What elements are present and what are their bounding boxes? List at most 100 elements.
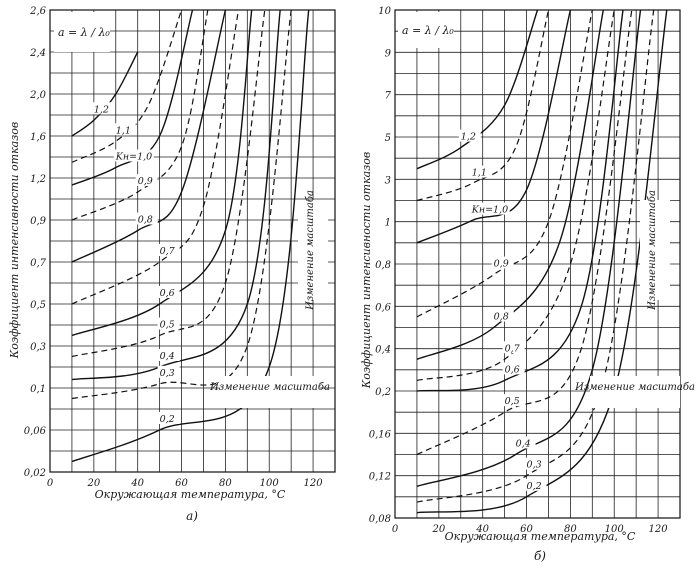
panel-a-series-label-bg	[157, 365, 180, 378]
panel-b-y-tick-label: 7	[385, 91, 392, 102]
panel-a-y-tick-label: 2,0	[29, 90, 47, 101]
panel-a-annotation-bg	[220, 376, 320, 408]
panel-b-y-tick-label: 0,2	[375, 387, 391, 398]
panel-a-series-line	[71, 9, 209, 221]
panel-a-series-line	[71, 9, 266, 358]
panel-b-y-tick-label: 1	[385, 218, 391, 229]
panel-b-series-label-bg	[513, 436, 536, 449]
panel-a-curve-labels: 1,2 1,1 Kн=1,0 0,9 0,8 0,7 0,6 0,5 0,4 0,3 0,2	[91, 102, 180, 425]
panel-a-y-axis-label: Коэффициент интенсивности отказов	[8, 122, 21, 359]
panel-a: 0,02 0,06 0,1 0,3 0,5 0,7 0,9 1,2 1,6 2,0 2,4 2,6 0…	[8, 6, 336, 523]
panel-b-formula: a = λ / λ₀	[402, 24, 454, 37]
panel-b-annotation-vertical: Изменение масштаба	[647, 190, 658, 311]
panel-a-series-line	[71, 9, 227, 263]
panel-b-series-label: 0,5	[505, 396, 520, 407]
panel-a-series-label-bg	[113, 123, 136, 136]
panel-b-series-label-bg	[502, 362, 525, 375]
panel-b-x-tick-label: 80	[564, 524, 577, 535]
panel-b-series-label-bg	[469, 165, 492, 178]
panel-b-annotation-vertical-bg	[640, 200, 670, 300]
panel-b-series-label-bg	[502, 394, 525, 407]
panel-b-series-label: 0,4	[516, 439, 531, 450]
panel-b-series-label-bg	[458, 129, 481, 142]
panel-a-series-label-bg	[135, 212, 158, 225]
panel-b-series-label-bg	[491, 256, 514, 269]
panel-b-series-label: 0,8	[494, 312, 509, 323]
panel-b-y-tick-label: 5	[385, 133, 391, 144]
panel-a-series-label-bg	[157, 286, 180, 298]
panel-b-series-label-bg	[524, 457, 547, 470]
panel-b-annotation-bg	[590, 376, 680, 408]
panel-a-y-tick-label: 0,7	[30, 258, 47, 269]
panel-a-y-ticks: 0,02 0,06 0,1 0,3 0,5 0,7 0,9 1,2 1,6 2,0 2,4 2,6	[24, 6, 47, 479]
panel-b-curve-labels: 1,2 1,1 Kн=1,0 0,9 0,8 0,7 0,6 0,5 0,4 0,3 0,2	[458, 129, 547, 492]
panel-a-series-label-bg	[113, 149, 154, 162]
panel-b-curves	[416, 9, 668, 514]
panel-b-y-tick-label: 0,08	[369, 514, 391, 525]
panel-b-x-tick-label: 120	[649, 524, 669, 535]
panel-b-series-label: 1,1	[472, 168, 487, 179]
panel-a-series-label: Kн=1,0	[115, 152, 152, 163]
panel-b-series-label: 0,2	[527, 481, 542, 492]
panel-b-y-tick-label: 0,4	[375, 345, 391, 356]
panel-a-y-tick-label: 0,1	[30, 384, 46, 395]
panel-a-series-line	[71, 9, 183, 163]
panel-b-series-label: 0,7	[505, 343, 521, 354]
panel-b-y-tick-label: 0,6	[375, 302, 392, 313]
panel-a-x-axis-label: Окружающая температура, °C	[95, 488, 286, 501]
panel-a-series-line	[71, 9, 281, 381]
panel-b-series-line	[416, 9, 604, 360]
panel-a-y-tick-label: 0,06	[24, 426, 47, 437]
panel-b-series-label: 0,9	[494, 259, 509, 270]
panel-a-series-label: 0,7	[160, 246, 176, 257]
panel-a-annotation-vertical-bg	[298, 200, 328, 300]
panel-b-series-label: 0,3	[527, 460, 542, 471]
panel-b-formula-box	[398, 12, 454, 48]
panel-b-frame	[394, 9, 681, 519]
panel-b-y-tick-label: 0,8	[375, 260, 391, 271]
panel-b-series-line	[416, 9, 633, 456]
panel-a-series-label-bg	[91, 102, 114, 115]
panel-a-caption: а)	[186, 509, 198, 523]
panel-b-series-line	[416, 9, 615, 381]
panel-a-frame	[49, 9, 336, 473]
panel-b-series-line	[416, 9, 539, 170]
panel-b-series-label-bg	[491, 309, 514, 322]
panel-a-series-label-bg	[157, 412, 180, 424]
panel-b-series-label-bg	[502, 341, 525, 354]
panel-b-series-label-bg	[524, 478, 547, 491]
panel-a-y-tick-label: 0,3	[30, 342, 46, 353]
panel-a-series-label: 1,2	[94, 104, 109, 115]
panel-a-series-label: 0,3	[160, 368, 175, 379]
panel-a-series-label: 1,1	[116, 125, 131, 136]
panel-a-curves	[71, 9, 310, 463]
panel-b-y-tick-label: 9	[385, 48, 392, 59]
panel-a-series-label: 0,5	[160, 320, 175, 331]
panel-a-x-tick-label: 40	[130, 478, 144, 489]
panel-b-series-line	[416, 9, 550, 202]
panel-a-series-line	[71, 9, 240, 305]
panel-b-series-line	[416, 9, 655, 503]
panel-a-formula-box	[54, 12, 110, 52]
panel-b-y-tick-label: 10	[378, 6, 391, 17]
panel-b-series-label-bg	[469, 202, 510, 215]
panel-a-series-label: 0,6	[160, 288, 175, 299]
panel-b-series-line	[416, 9, 642, 487]
panel-a-annotation-vertical: Изменение масштаба	[305, 190, 316, 311]
panel-a-formula: a = λ / λ₀	[58, 26, 110, 39]
panel-a-annotation: Изменение масштаба	[209, 382, 330, 393]
panel-a-y-tick-label: 1,6	[30, 132, 47, 143]
panel-b-series-label: Kн=1,0	[471, 205, 508, 216]
panel-a-series-label-bg	[157, 349, 180, 361]
panel-a-series-label: 0,2	[160, 414, 175, 425]
panel-a-series-line	[71, 9, 253, 337]
panel-b-x-tick-label: 100	[605, 524, 625, 535]
panel-b-x-tick-label: 20	[431, 524, 445, 535]
panel-b-y-tick-label: 0,12	[369, 472, 391, 483]
panel-b-y-ticks: 0,08 0,12 0,16 0,2 0,4 0,6 0,8 1 3 5 7 9 10	[369, 6, 392, 525]
panel-b-series-line	[416, 9, 624, 392]
panel-a-x-tick-label: 120	[304, 478, 324, 489]
panel-b-x-tick-label: 0	[392, 524, 399, 535]
panel-b-x-axis-label: Окружающая температура, °C	[445, 530, 636, 543]
